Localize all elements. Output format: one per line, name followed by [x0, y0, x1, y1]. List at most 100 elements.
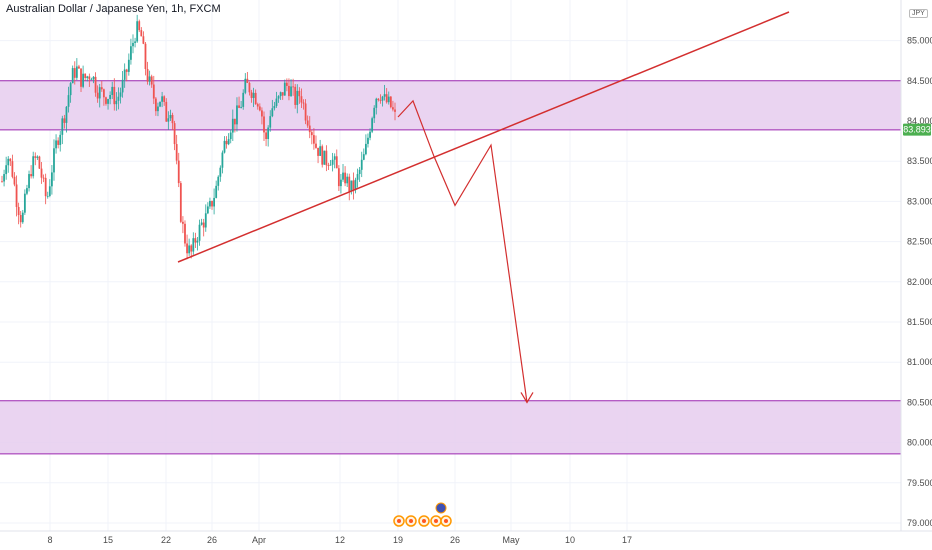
event-dot — [397, 519, 401, 523]
candle-body — [167, 118, 170, 122]
candle-body — [92, 76, 95, 80]
price-tag-label: 83.893 — [903, 125, 931, 135]
flag-event-icon[interactable] — [435, 502, 447, 514]
candle-body — [360, 159, 363, 170]
candle-body — [96, 92, 99, 99]
event-dot — [444, 519, 448, 523]
candle-body — [248, 82, 251, 93]
candle-body — [109, 94, 112, 100]
candle-body — [23, 193, 26, 213]
economic-event-icon[interactable] — [440, 515, 452, 527]
candle-body — [102, 89, 105, 98]
candle-body — [242, 92, 245, 107]
candle-body — [288, 85, 290, 97]
current-price-tag: 83.893 — [903, 123, 931, 136]
candle-body — [42, 177, 45, 179]
candle-body — [350, 180, 353, 192]
time-tick-label: 26 — [207, 535, 217, 545]
candle-body — [258, 106, 261, 111]
candle-body — [48, 186, 51, 196]
candle-body — [254, 92, 257, 105]
ascending-trendline — [177, 11, 790, 263]
candle-body — [275, 98, 278, 106]
candle-body — [146, 68, 149, 82]
candle-body — [40, 168, 43, 178]
candle-body — [321, 146, 324, 165]
candle-body — [364, 143, 367, 155]
candle-body — [281, 92, 284, 96]
economic-event-icon[interactable] — [430, 515, 442, 527]
candle-body — [11, 161, 14, 177]
candle-body — [273, 105, 276, 109]
candle-body — [152, 84, 155, 99]
candle-body — [123, 69, 126, 80]
price-tick-label: 80.000 — [907, 438, 932, 448]
candle-body — [392, 107, 394, 110]
candle-body — [306, 120, 309, 126]
candle-body — [157, 106, 159, 112]
candle-body — [71, 68, 74, 84]
candle-body — [159, 101, 161, 107]
price-tick-label: 79.500 — [907, 478, 932, 488]
candle-body — [358, 169, 361, 175]
price-tick-label: 83.000 — [907, 196, 932, 206]
price-tick-label: 81.000 — [907, 357, 932, 367]
economic-event-icon[interactable] — [405, 515, 417, 527]
event-dot — [409, 519, 413, 523]
candle-body — [285, 82, 288, 86]
candle-body — [125, 69, 128, 72]
candle-body — [304, 103, 307, 121]
candle-body — [219, 167, 222, 177]
candle-body — [63, 118, 66, 123]
price-tick-label: 82.000 — [907, 277, 932, 287]
time-tick-label: 17 — [622, 535, 632, 545]
time-tick-label: 10 — [565, 535, 575, 545]
time-axis[interactable]: 8 15 22 26 Apr 12 19 26 May 10 17 — [47, 535, 632, 545]
candle-body — [196, 240, 199, 243]
price-axis[interactable]: 79.000 79.500 80.000 80.500 81.000 81.500 82.0… — [907, 36, 932, 528]
candle-body — [190, 245, 193, 252]
candle-body — [344, 172, 346, 184]
candle-body — [325, 150, 328, 166]
candle-body — [331, 159, 334, 165]
price-tick-label: 83.500 — [907, 156, 932, 166]
candle-body — [238, 105, 240, 108]
candle-body — [348, 176, 351, 192]
candle-body — [261, 110, 263, 117]
symbol-title: Australian Dollar / Japanese Yen, 1h, FX… — [6, 3, 221, 15]
candle-body — [206, 206, 209, 214]
price-tag-bg — [903, 123, 931, 136]
price-tick-label: 84.500 — [907, 76, 932, 86]
candle-body — [136, 21, 139, 42]
candle-body — [252, 92, 255, 98]
candle-body — [5, 165, 8, 175]
candle-body — [44, 177, 47, 197]
event-markers[interactable] — [393, 502, 452, 527]
candle-body — [213, 197, 215, 207]
candle-body — [200, 222, 203, 225]
candle-body — [73, 68, 76, 78]
candle-body — [221, 152, 224, 168]
candle-body — [117, 96, 120, 101]
candle-body — [26, 188, 28, 194]
candle-body — [84, 73, 87, 79]
candle-body — [1, 181, 3, 183]
economic-event-icon[interactable] — [393, 515, 405, 527]
candle-body — [100, 87, 103, 90]
candle-body — [30, 174, 33, 177]
time-tick-label: 22 — [161, 535, 171, 545]
candle-body — [188, 245, 191, 254]
candle-body — [244, 78, 247, 93]
candle-body — [165, 101, 168, 122]
time-tick-label: 15 — [103, 535, 113, 545]
economic-event-icon[interactable] — [418, 515, 430, 527]
candle-body — [171, 114, 174, 124]
time-tick-label: 8 — [47, 535, 52, 545]
candle-body — [192, 238, 195, 252]
candle-body — [279, 92, 282, 97]
currency-badge[interactable]: JPY — [909, 9, 928, 18]
candle-body — [144, 43, 147, 69]
candle-body — [75, 66, 78, 78]
zone-band — [0, 400, 901, 454]
